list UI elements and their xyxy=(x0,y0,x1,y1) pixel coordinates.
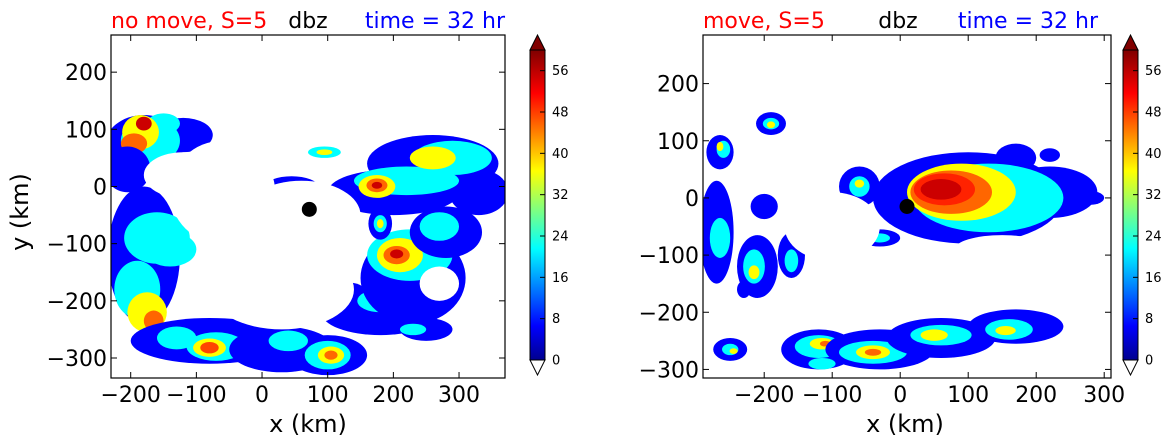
colorbar-tick-label: 48 xyxy=(552,106,569,121)
y-tick-label: −300 xyxy=(47,347,107,372)
colorbar-tick-label: 24 xyxy=(1145,230,1162,245)
title-center: dbz xyxy=(288,9,327,34)
title-right: time = 32 hr xyxy=(958,9,1099,34)
colorbar-left: 0 8 16 24 32 40 48 56 xyxy=(529,33,569,377)
contour-field-right xyxy=(703,60,1105,370)
x-tick-label: 200 xyxy=(372,383,414,408)
colorbar-tick-label: 16 xyxy=(552,271,569,286)
x-tick-label: −200 xyxy=(734,383,794,408)
title-right: time = 32 hr xyxy=(365,9,506,34)
x-tick-label: −100 xyxy=(166,383,226,408)
colorbar-tick-label: 32 xyxy=(552,188,569,203)
y-tick-label: 100 xyxy=(657,130,699,155)
y-tick-label: −200 xyxy=(639,301,699,326)
title-center: dbz xyxy=(878,9,917,34)
y-tick-label: −200 xyxy=(47,290,107,315)
title-left: no move, S=5 xyxy=(111,9,267,34)
x-tick-label: 200 xyxy=(1015,383,1057,408)
y-axis-label: y (km) xyxy=(6,173,34,251)
colorbar-tick-label: 32 xyxy=(1145,188,1162,203)
colorbar-tick-label: 56 xyxy=(552,64,569,79)
storm-center-marker xyxy=(899,199,915,214)
colorbar-tick-label: 8 xyxy=(552,312,560,327)
x-tick-label: 100 xyxy=(307,383,349,408)
colorbar-right: 0 8 16 24 32 40 48 56 xyxy=(1122,33,1162,377)
panel-right: −200 −100 0 100 200 300 200 100 0 −100 −200 −300 mo… xyxy=(639,9,1126,438)
colorbar-tick-label: 8 xyxy=(1145,312,1153,327)
x-tick-label: 100 xyxy=(947,383,989,408)
x-tick-label: 300 xyxy=(1083,383,1125,408)
storm-center-marker xyxy=(301,201,317,217)
x-tick-label: −100 xyxy=(802,383,862,408)
x-tick-label: 0 xyxy=(255,383,269,408)
axes-frame-left xyxy=(110,34,506,379)
y-tick-label: −300 xyxy=(639,358,699,383)
x-tick-label: 300 xyxy=(438,383,480,408)
x-axis-label: x (km) xyxy=(269,410,347,438)
x-tick-label: −200 xyxy=(100,383,160,408)
colorbar-tick-label: 40 xyxy=(552,147,569,162)
x-tick-label: 0 xyxy=(893,383,907,408)
colorbar-tick-label: 0 xyxy=(1145,354,1153,369)
y-tick-label: 100 xyxy=(65,118,107,143)
colorbar-tick-label: 0 xyxy=(552,354,560,369)
y-tick-label: 0 xyxy=(93,175,107,200)
axes-frame-right xyxy=(702,34,1112,379)
colorbar-tick-label: 48 xyxy=(1145,106,1162,121)
colorbar-tick-label: 16 xyxy=(1145,271,1162,286)
y-tick-label: −100 xyxy=(639,244,699,269)
y-tick-label: −100 xyxy=(47,233,107,258)
colorbar-tick-label: 40 xyxy=(1145,147,1162,162)
contour-field-left xyxy=(111,113,505,376)
y-tick-label: 200 xyxy=(65,61,107,86)
y-tick-label: 0 xyxy=(685,187,699,212)
y-tick-label: 200 xyxy=(657,73,699,98)
colorbar-tick-label: 56 xyxy=(1145,64,1162,79)
title-left: move, S=5 xyxy=(703,9,825,34)
x-axis-label: x (km) xyxy=(866,410,944,438)
colorbar-tick-label: 24 xyxy=(552,230,569,245)
